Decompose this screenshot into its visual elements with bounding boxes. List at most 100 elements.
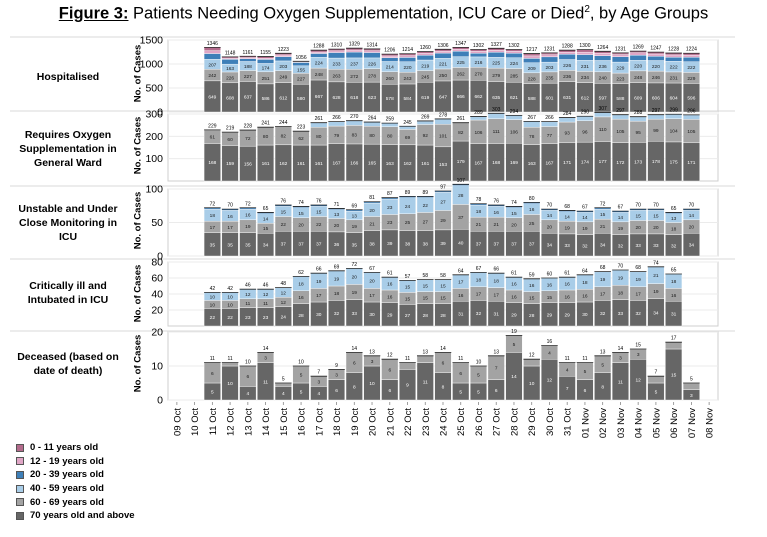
bar-total-label: 1264 bbox=[597, 45, 608, 51]
segment-value-label: 4 bbox=[566, 367, 569, 373]
segment-value-label: 666 bbox=[457, 94, 465, 100]
bar-total-label: 71 bbox=[334, 202, 340, 208]
segment-value-label: 3 bbox=[637, 352, 640, 358]
segment-value-label: 580 bbox=[297, 96, 305, 102]
segment-value-label: 4 bbox=[548, 350, 551, 356]
bar-total-label: 67 bbox=[476, 266, 482, 272]
segment-value-label: 4 bbox=[247, 391, 250, 397]
bar-segment bbox=[611, 54, 629, 57]
bar-total-label: 241 bbox=[261, 121, 270, 127]
segment-value-label: 80 bbox=[316, 134, 322, 140]
segment-value-label: 16 bbox=[671, 293, 677, 299]
segment-value-label: 3 bbox=[371, 359, 374, 365]
segment-value-label: 32 bbox=[334, 311, 340, 317]
segment-value-label: 243 bbox=[404, 76, 412, 82]
x-tick-label: 13 Oct bbox=[243, 408, 254, 436]
bar-segment bbox=[594, 55, 612, 61]
x-tick-label: 04 Nov bbox=[634, 408, 645, 438]
segment-value-label: 29 bbox=[547, 312, 553, 318]
bar-total-label: 10 bbox=[298, 360, 304, 366]
y-tick-label: 80 bbox=[151, 257, 163, 269]
segment-value-label: 35 bbox=[227, 242, 233, 248]
segment-value-label: 173 bbox=[634, 160, 642, 166]
bar-total-label: 1288 bbox=[562, 44, 573, 50]
bar-total-label: 297 bbox=[652, 108, 661, 114]
bar-total-label: 13 bbox=[422, 349, 428, 355]
segment-value-label: 77 bbox=[547, 133, 553, 139]
bar-total-label: 14 bbox=[263, 346, 269, 352]
y-tick-label: 100 bbox=[145, 153, 163, 165]
x-tick-label: 17 Oct bbox=[314, 408, 325, 436]
segment-value-label: 5 bbox=[459, 390, 462, 396]
bar-total-label: 1310 bbox=[331, 43, 342, 49]
segment-value-label: 69 bbox=[405, 135, 411, 141]
segment-value-label: 19 bbox=[600, 277, 606, 283]
segment-value-label: 167 bbox=[333, 160, 341, 166]
bar-total-label: 68 bbox=[600, 265, 606, 271]
segment-value-label: 5 bbox=[584, 369, 587, 375]
y-tick-label: 500 bbox=[145, 83, 163, 95]
segment-value-label: 14 bbox=[689, 213, 695, 219]
legend-item: 12 - 19 years old bbox=[16, 455, 135, 469]
bar-total-label: 259 bbox=[386, 117, 395, 123]
segment-value-label: 263 bbox=[333, 74, 341, 80]
bar-segment bbox=[221, 362, 239, 367]
segment-value-label: 649 bbox=[208, 94, 216, 100]
bar-total-label: 267 bbox=[528, 115, 537, 121]
segment-value-label: 608 bbox=[226, 95, 234, 101]
bar-segment bbox=[487, 50, 505, 53]
bar-total-label: 1228 bbox=[668, 47, 679, 53]
bar-total-label: 69 bbox=[352, 203, 358, 209]
panel-label-hospitalised: Hospitalised bbox=[36, 71, 100, 83]
bar-total-label: 1346 bbox=[207, 41, 218, 47]
segment-value-label: 29 bbox=[565, 312, 571, 318]
bar-segment bbox=[558, 54, 576, 60]
segment-value-label: 15 bbox=[423, 296, 429, 302]
bar-total-label: 5 bbox=[690, 377, 693, 383]
segment-value-label: 163 bbox=[528, 161, 536, 167]
x-tick-label: 03 Nov bbox=[616, 408, 627, 438]
figure-title-superscript: 2 bbox=[584, 4, 590, 15]
segment-value-label: 21 bbox=[369, 222, 375, 228]
bar-total-label: 74 bbox=[298, 200, 304, 206]
segment-value-label: 222 bbox=[687, 65, 695, 71]
bar-total-label: 72 bbox=[210, 201, 216, 207]
segment-value-label: 16 bbox=[458, 293, 464, 299]
segment-value-label: 10 bbox=[227, 294, 233, 300]
segment-value-label: 16 bbox=[298, 295, 304, 301]
bar-segment bbox=[487, 52, 505, 58]
figure-title-text: Patients Needing Oxygen Supplementation,… bbox=[128, 4, 585, 23]
bar-total-label: 1302 bbox=[473, 43, 484, 49]
segment-value-label: 163 bbox=[386, 161, 394, 167]
segment-value-label: 10 bbox=[210, 294, 216, 300]
bar-total-label: 1306 bbox=[437, 43, 448, 49]
segment-value-label: 106 bbox=[510, 129, 518, 135]
segment-value-label: 27 bbox=[423, 219, 429, 225]
bar-total-label: 223 bbox=[297, 125, 306, 131]
bar-total-label: 61 bbox=[387, 271, 393, 277]
segment-value-label: 18 bbox=[210, 213, 216, 219]
segment-value-label: 99 bbox=[653, 128, 659, 134]
bar-total-label: 80 bbox=[529, 196, 535, 202]
segment-value-label: 15 bbox=[511, 211, 517, 217]
bar-total-label: 42 bbox=[210, 286, 216, 292]
segment-value-label: 15 bbox=[316, 209, 322, 215]
bar-segment bbox=[452, 49, 470, 52]
segment-value-label: 227 bbox=[297, 77, 305, 83]
segment-value-label: 7 bbox=[495, 366, 498, 372]
segment-value-label: 221 bbox=[439, 62, 447, 68]
segment-value-label: 16 bbox=[565, 294, 571, 300]
bar-segment bbox=[647, 376, 665, 384]
segment-value-label: 16 bbox=[582, 294, 588, 300]
segment-value-label: 31 bbox=[494, 312, 500, 318]
bar-segment bbox=[682, 382, 700, 391]
segment-value-label: 586 bbox=[262, 96, 270, 102]
segment-value-label: 28 bbox=[458, 193, 464, 199]
x-tick-label: 20 Oct bbox=[368, 408, 379, 436]
bar-total-label: 61 bbox=[564, 271, 570, 277]
segment-value-label: 224 bbox=[510, 61, 518, 67]
bar-total-label: 229 bbox=[208, 123, 217, 129]
segment-value-label: 166 bbox=[350, 160, 358, 166]
bar-segment bbox=[594, 53, 612, 56]
segment-value-label: 8 bbox=[353, 384, 356, 390]
